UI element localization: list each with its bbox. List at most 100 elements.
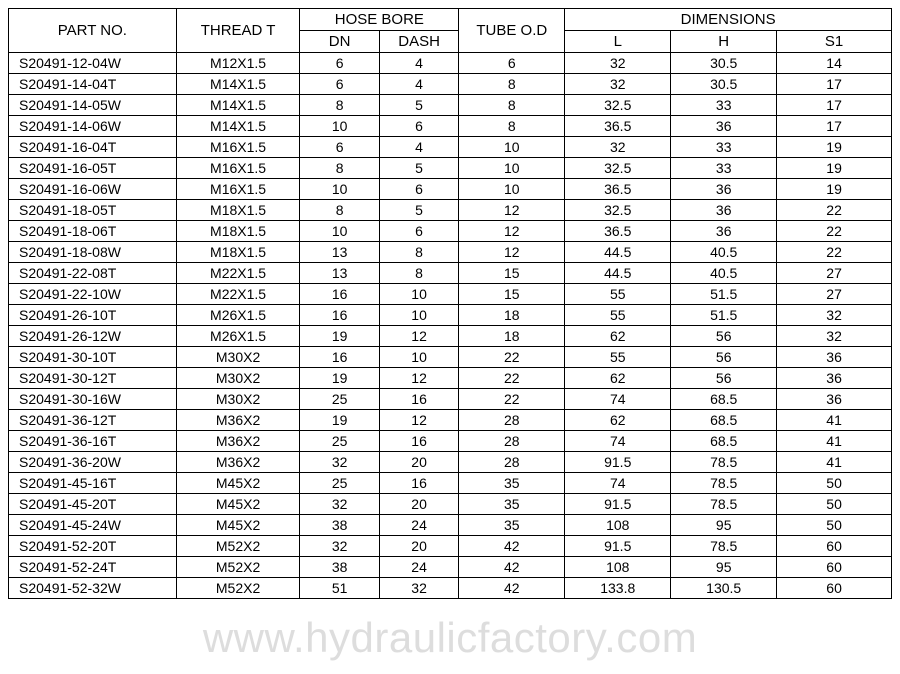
table-cell: 6 [379,221,458,242]
table-row: S20491-30-16WM30X22516227468.536 [9,389,892,410]
table-cell: 16 [300,347,379,368]
col-dn: DN [300,31,379,53]
table-cell: 42 [459,557,565,578]
table-cell: 41 [777,452,892,473]
table-row: S20491-14-06WM14X1.5106836.53617 [9,116,892,137]
table-cell: M12X1.5 [176,53,300,74]
table-cell: 28 [459,452,565,473]
table-cell: 6 [379,116,458,137]
table-cell: 60 [777,557,892,578]
table-cell: 10 [300,221,379,242]
table-cell: 20 [379,452,458,473]
table-cell: M16X1.5 [176,137,300,158]
table-cell: 8 [379,242,458,263]
table-cell: 22 [777,221,892,242]
table-cell: S20491-22-10W [9,284,177,305]
table-cell: 28 [459,431,565,452]
table-cell: 8 [300,200,379,221]
table-cell: S20491-30-10T [9,347,177,368]
table-cell: 19 [777,179,892,200]
table-cell: 50 [777,473,892,494]
table-cell: 36 [671,221,777,242]
table-cell: 22 [459,389,565,410]
table-cell: 19 [300,326,379,347]
table-cell: 36 [671,179,777,200]
table-cell: S20491-14-06W [9,116,177,137]
table-cell: 25 [300,431,379,452]
table-cell: 10 [459,179,565,200]
table-cell: 74 [565,473,671,494]
table-row: S20491-36-12TM36X21912286268.541 [9,410,892,431]
table-cell: 16 [300,305,379,326]
table-cell: 22 [777,242,892,263]
table-row: S20491-22-08TM22X1.51381544.540.527 [9,263,892,284]
table-cell: 32 [300,536,379,557]
table-cell: 12 [379,368,458,389]
table-cell: S20491-14-04T [9,74,177,95]
table-cell: S20491-30-16W [9,389,177,410]
table-cell: 12 [459,200,565,221]
table-cell: M16X1.5 [176,158,300,179]
table-cell: M52X2 [176,578,300,599]
table-cell: M30X2 [176,347,300,368]
table-cell: 19 [777,137,892,158]
table-cell: 74 [565,389,671,410]
table-cell: 51.5 [671,284,777,305]
table-cell: 32 [777,326,892,347]
table-row: S20491-12-04WM12X1.56463230.514 [9,53,892,74]
table-cell: 44.5 [565,242,671,263]
table-cell: 10 [300,179,379,200]
table-cell: 14 [777,53,892,74]
table-cell: 32 [300,452,379,473]
table-cell: 55 [565,347,671,368]
table-cell: 68.5 [671,431,777,452]
table-cell: 10 [379,347,458,368]
table-cell: 36 [777,389,892,410]
table-cell: 78.5 [671,494,777,515]
table-cell: S20491-45-16T [9,473,177,494]
table-cell: S20491-26-12W [9,326,177,347]
table-cell: 51 [300,578,379,599]
table-cell: 19 [777,158,892,179]
table-cell: 32.5 [565,158,671,179]
table-cell: 91.5 [565,452,671,473]
table-cell: 32 [379,578,458,599]
table-cell: M18X1.5 [176,221,300,242]
table-cell: 56 [671,368,777,389]
table-cell: 10 [459,158,565,179]
table-cell: 40.5 [671,263,777,284]
table-cell: 24 [379,515,458,536]
table-cell: 33 [671,95,777,116]
table-cell: S20491-18-06T [9,221,177,242]
table-cell: 19 [300,368,379,389]
table-cell: 40.5 [671,242,777,263]
table-row: S20491-26-12WM26X1.5191218625632 [9,326,892,347]
table-cell: 13 [300,263,379,284]
table-cell: 10 [459,137,565,158]
table-row: S20491-18-06TM18X1.51061236.53622 [9,221,892,242]
table-cell: 38 [300,557,379,578]
table-cell: 60 [777,536,892,557]
table-cell: S20491-18-05T [9,200,177,221]
table-cell: M45X2 [176,515,300,536]
table-cell: 91.5 [565,536,671,557]
table-cell: S20491-45-24W [9,515,177,536]
table-cell: S20491-14-05W [9,95,177,116]
table-cell: 12 [379,410,458,431]
table-cell: M36X2 [176,410,300,431]
table-cell: 24 [379,557,458,578]
col-dimensions: DIMENSIONS [565,9,892,31]
table-row: S20491-45-20TM45X232203591.578.550 [9,494,892,515]
table-cell: 68.5 [671,389,777,410]
table-cell: 56 [671,347,777,368]
table-cell: 32.5 [565,200,671,221]
table-cell: 8 [459,74,565,95]
table-cell: 6 [300,74,379,95]
table-cell: M22X1.5 [176,263,300,284]
table-cell: 51.5 [671,305,777,326]
table-cell: 95 [671,557,777,578]
table-row: S20491-36-20WM36X232202891.578.541 [9,452,892,473]
table-cell: M52X2 [176,536,300,557]
table-cell: S20491-52-20T [9,536,177,557]
table-cell: M18X1.5 [176,200,300,221]
